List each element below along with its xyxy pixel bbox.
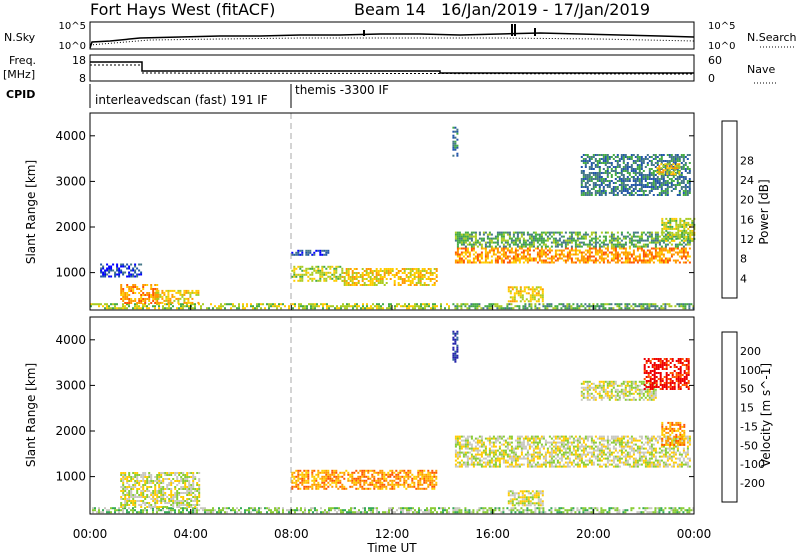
x-tick-label: 08:00	[274, 527, 309, 541]
nsearch-top: 10^5	[708, 21, 735, 32]
power-colorbar-tick: 28	[740, 154, 754, 167]
velocity-colorbar-tick: 200	[740, 345, 761, 358]
freq-label: Freq.	[9, 54, 36, 67]
velocity-panel: 1000 2000 3000 4000 Slant Range [km]	[24, 316, 695, 515]
cpid-label: CPID	[6, 88, 35, 101]
power-plot-area	[90, 113, 694, 310]
velocity-ylabel: Slant Range [km]	[24, 363, 38, 467]
power-region-5	[341, 268, 438, 286]
velocity-colorbar-tick: 15	[740, 402, 754, 415]
velocity-regions	[92, 330, 695, 514]
power-colorbar-tick: 12	[740, 233, 754, 246]
power-ylabel: Slant Range [km]	[24, 160, 38, 264]
power-yticks: 1000 2000 3000 4000	[55, 129, 694, 280]
freq-top: 18	[72, 54, 86, 67]
velocity-colorbar-tick: -200	[740, 477, 765, 490]
nave-label: Nave	[747, 63, 775, 76]
velocity-region-3	[454, 435, 691, 468]
nsky-top: 10^5	[59, 21, 86, 32]
nsearch-bottom: 10^0	[708, 41, 735, 52]
nsky-trace	[89, 32, 695, 49]
power-ytick-label: 1000	[55, 266, 86, 280]
station-title: Fort Hays West (fitACF)	[90, 0, 275, 19]
power-region-2	[155, 289, 200, 304]
power-region-3	[100, 263, 143, 278]
power-region-7	[454, 247, 691, 264]
velocity-colorbar: 200 100 50 15 -15 -50 -100 -200	[721, 331, 765, 503]
power-regions	[90, 126, 696, 310]
freq-trace	[90, 61, 694, 74]
velocity-colorbar-tick: 100	[740, 364, 761, 377]
velocity-region-7	[643, 358, 690, 390]
velocity-ytick-label: 4000	[55, 333, 86, 347]
power-region-10	[507, 286, 544, 303]
freq-unit: [MHz]	[3, 68, 35, 81]
velocity-colorbar-tick: 50	[740, 383, 754, 396]
velocity-ytick-label: 3000	[55, 378, 86, 392]
x-axis-label: Time UT	[366, 541, 417, 554]
x-tick-label: 00:00	[677, 527, 712, 541]
power-ytick-label: 3000	[55, 174, 86, 188]
cpid-segment-2: themis -3300 IF	[295, 83, 389, 97]
velocity-colorbar-tick: -100	[740, 458, 765, 471]
power-colorbar-tick: 24	[740, 174, 754, 187]
power-colorbar-frame	[721, 120, 738, 299]
x-tick-label: 16:00	[475, 527, 510, 541]
velocity-region-8	[507, 490, 544, 507]
velocity-colorbar-tick: -15	[740, 420, 758, 433]
nsky-label: N.Sky	[4, 31, 36, 44]
nsky-bottom: 10^0	[59, 41, 86, 52]
power-region-13	[656, 163, 681, 176]
power-colorbar-tick: 20	[740, 194, 754, 207]
velocity-region-4	[452, 507, 695, 514]
power-region-0	[90, 303, 450, 310]
power-ytick-label: 2000	[55, 220, 86, 234]
nave-top: 60	[708, 54, 722, 67]
velocity-region-5	[661, 421, 686, 446]
velocity-ytick-label: 1000	[55, 470, 86, 484]
velocity-region-2	[291, 469, 438, 490]
velocity-colorbar-tick: -50	[740, 439, 758, 452]
date-range: 16/Jan/2019 - 17/Jan/2019	[441, 0, 650, 19]
power-region-11	[452, 303, 695, 310]
nsearch-label: N.Search	[747, 31, 797, 44]
power-panel: 1000 2000 3000 4000 Slant Range [km]	[24, 112, 696, 311]
velocity-region-1	[120, 472, 201, 508]
x-axis-ticks: 00:00 04:00 08:00 12:00 16:00 20:00 00:00	[73, 305, 712, 541]
nave-trace	[90, 64, 695, 75]
power-ytick-label: 4000	[55, 129, 86, 143]
nsky-panel	[89, 21, 695, 50]
power-region-12	[580, 154, 691, 196]
power-colorbar-tick: 4	[740, 272, 747, 285]
freq-bottom: 8	[79, 72, 86, 85]
power-colorbar-label: Power [dB]	[757, 179, 771, 244]
beam-label: Beam 14	[354, 0, 426, 19]
velocity-region-9	[452, 330, 459, 363]
power-region-14	[452, 126, 459, 157]
x-tick-label: 04:00	[173, 527, 208, 541]
nsearch-trace	[89, 37, 695, 46]
power-colorbar: 4 8 12 16 20 24 28	[721, 120, 754, 299]
velocity-ytick-label: 2000	[55, 424, 86, 438]
x-tick-label: 20:00	[576, 527, 611, 541]
x-tick-label: 12:00	[375, 527, 410, 541]
power-region-1	[120, 284, 159, 304]
cpid-segment-1: interleavedscan (fast) 191 IF	[95, 93, 268, 107]
x-tick-label: 00:00	[73, 527, 108, 541]
power-region-8	[454, 231, 691, 248]
velocity-colorbar-label: Velocity [m s^-1]	[759, 363, 773, 467]
freq-panel	[89, 54, 695, 82]
power-colorbar-tick: 16	[740, 213, 754, 226]
nave-bottom: 0	[708, 72, 715, 85]
power-region-6	[291, 249, 330, 256]
power-colorbar-tick: 8	[740, 253, 747, 266]
velocity-colorbar-frame	[721, 331, 738, 503]
velocity-yticks: 1000 2000 3000 4000	[55, 333, 694, 484]
